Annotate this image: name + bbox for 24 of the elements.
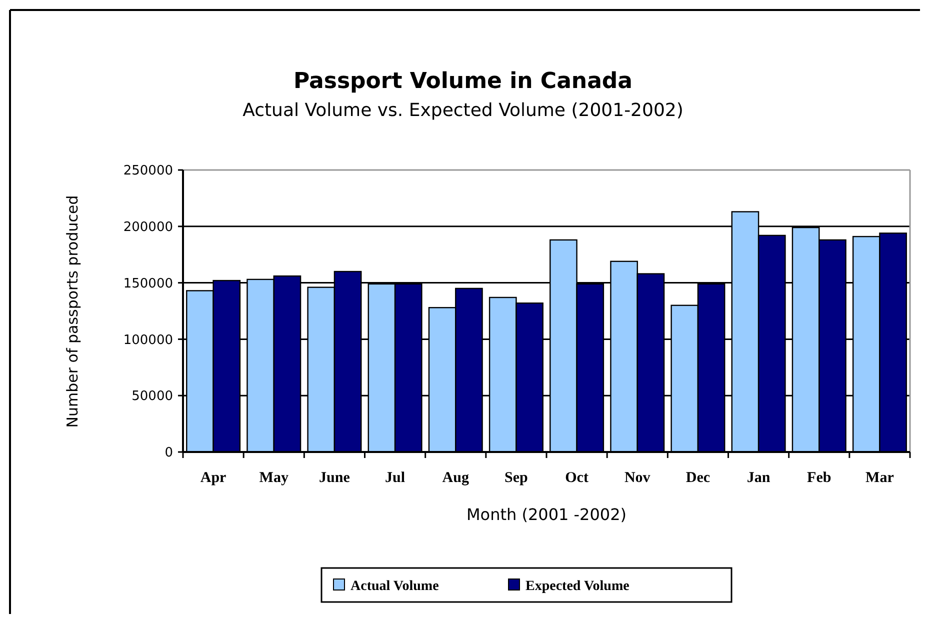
chart-subtitle: Actual Volume vs. Expected Volume (2001-2002) — [242, 100, 684, 121]
legend-label: Expected Volume — [526, 579, 630, 594]
y-tick-label: 100000 — [123, 332, 173, 348]
x-tick-label: Aug — [442, 470, 470, 486]
x-tick-label: May — [259, 470, 289, 486]
x-tick-label: June — [319, 470, 350, 486]
x-tick-label: Mar — [866, 470, 894, 486]
chart-title: Passport Volume in Canada — [293, 69, 633, 94]
x-tick-label: Apr — [200, 470, 227, 486]
y-tick-label: 250000 — [123, 164, 173, 179]
x-tick-label: Feb — [807, 470, 832, 486]
y-tick-label: 200000 — [123, 220, 173, 235]
y-tick-label: 150000 — [123, 276, 173, 292]
y-tick-label: 0 — [164, 446, 173, 461]
x-tick-label: Jul — [385, 470, 406, 486]
y-axis-title: Number of passports produced — [64, 194, 82, 430]
x-tick-label: Sep — [504, 470, 528, 486]
x-tick-label: Dec — [686, 470, 710, 486]
x-axis-title: Month (2001 -2002) — [466, 505, 627, 524]
x-tick-label: Nov — [624, 470, 651, 486]
y-tick-label: 50000 — [132, 389, 173, 404]
x-tick-label: Jan — [746, 470, 771, 486]
x-tick-label: Oct — [565, 470, 588, 486]
legend-label: Actual Volume — [350, 579, 439, 594]
